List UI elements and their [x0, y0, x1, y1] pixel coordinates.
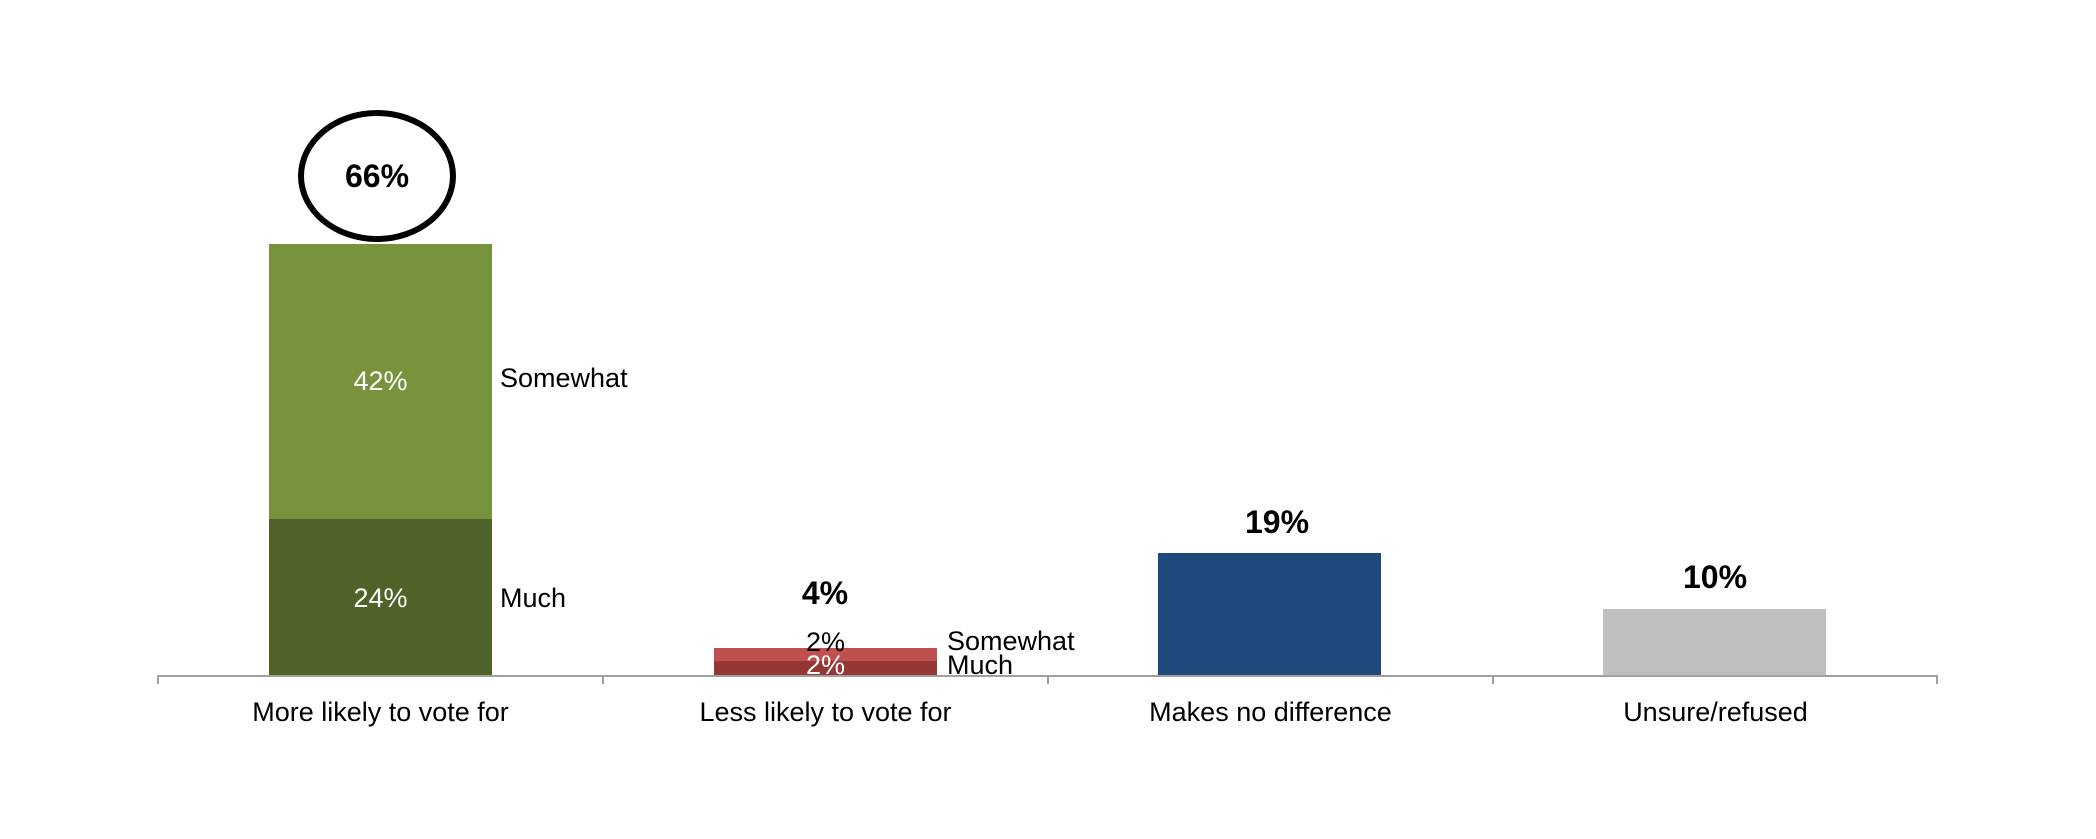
bar-less-likely-much: [714, 661, 937, 675]
total-label-less-likely: 4%: [801, 575, 849, 611]
total-label-no-difference: 19%: [1244, 504, 1310, 540]
total-label-more-likely: 66%: [344, 157, 410, 194]
bar-makes-no-difference: [1158, 553, 1381, 675]
bar-less-likely-somewhat: [714, 648, 937, 661]
bar-more-likely-somewhat: 42%: [269, 244, 492, 519]
legend-label-less-somewhat: Somewhat: [947, 626, 1075, 656]
legend-label-much: Much: [500, 583, 567, 613]
total-label-unsure: 10%: [1682, 559, 1748, 595]
x-axis-tick: [1047, 675, 1049, 684]
category-label-less-likely: Less likely to vote for: [699, 697, 952, 727]
category-label-unsure: Unsure/refused: [1623, 697, 1808, 727]
bar-unsure-refused: [1603, 609, 1826, 675]
legend-label-somewhat: Somewhat: [500, 363, 628, 393]
x-axis-tick: [1936, 675, 1938, 684]
bar-more-likely-much: 24%: [269, 519, 492, 675]
x-axis-tick: [157, 675, 159, 684]
segment-label-more-somewhat: 42%: [353, 366, 408, 396]
segment-label-more-much: 24%: [353, 583, 408, 613]
category-label-no-difference: Makes no difference: [1149, 697, 1392, 727]
total-highlight-oval: 66%: [298, 110, 456, 242]
category-label-more-likely: More likely to vote for: [252, 697, 509, 727]
x-axis-tick: [1492, 675, 1494, 684]
segment-label-less-somewhat: 2%: [806, 627, 846, 657]
x-axis-tick: [602, 675, 604, 684]
